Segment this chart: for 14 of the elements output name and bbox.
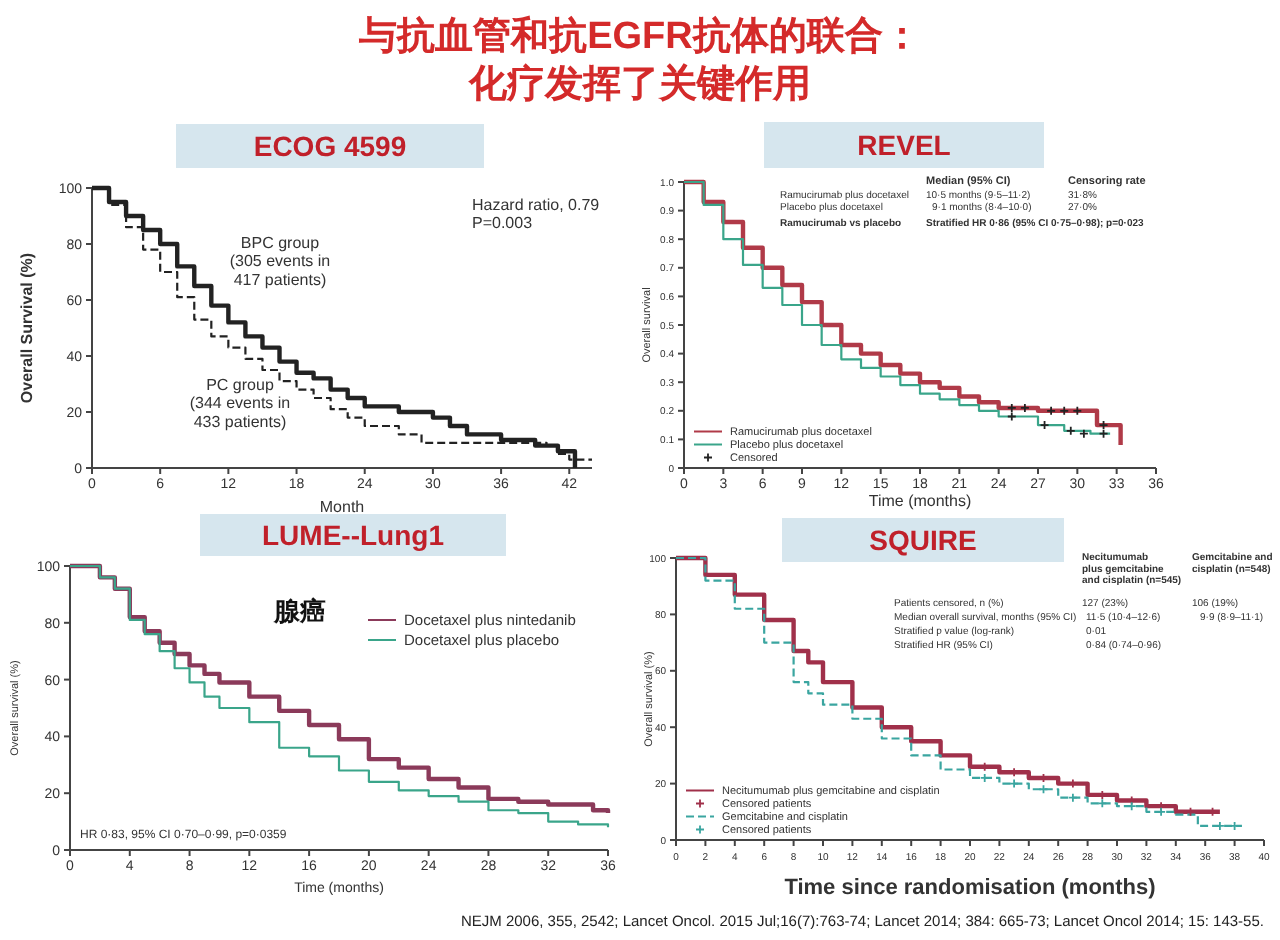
text: 化疗发挥了关键作用	[467, 62, 811, 106]
chart-title: ECOG 4599	[253, 130, 407, 163]
y-axis-title: Overall Survival (%)	[18, 252, 36, 404]
chart-title: REVEL	[857, 129, 952, 162]
annotation: 腺癌	[272, 596, 326, 626]
chart-title: LUME--Lung1	[262, 519, 445, 552]
annotation: PC group (344 events in 433 patients)	[189, 376, 291, 431]
text: 与抗血管和抗EGFR抗体的联合：	[357, 14, 921, 58]
annotation: Hazard ratio, 0.79 P=0.003	[472, 196, 601, 233]
x-axis-title: Time (months)	[868, 492, 972, 510]
x-axis-title: Month	[319, 498, 365, 516]
annotation: BPC group (305 events in 417 patients)	[229, 234, 331, 289]
chart-title: SQUIRE	[869, 524, 977, 557]
x-axis-title: Time since randomisation (months)	[784, 876, 1157, 900]
